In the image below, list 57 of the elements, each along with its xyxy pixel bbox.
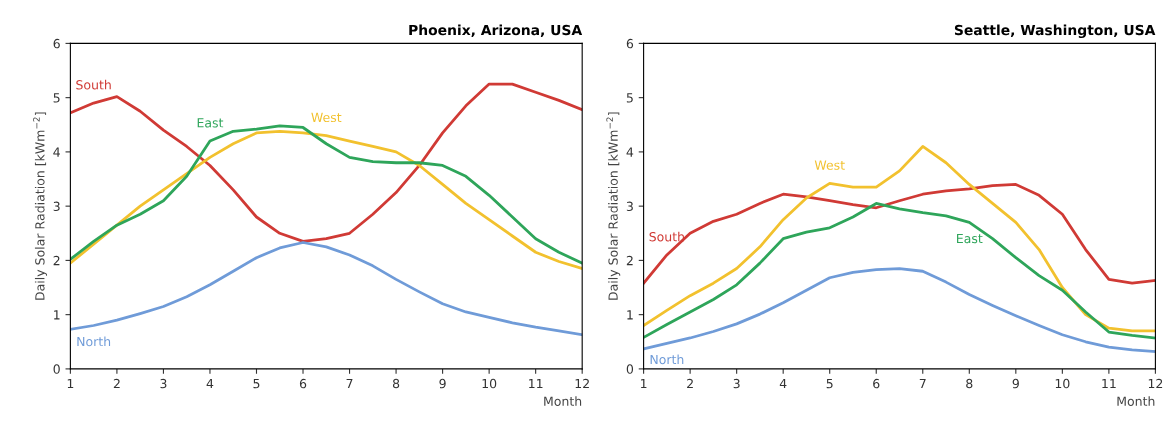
x-tick-label: 5 xyxy=(826,379,833,389)
x-tick-label: 4 xyxy=(206,379,214,389)
y-tick-label: 3 xyxy=(53,201,60,212)
x-tick-label: 7 xyxy=(919,379,926,389)
x-axis-title: Month xyxy=(1117,396,1155,406)
x-tick-label: 8 xyxy=(392,378,400,389)
x-tick-label: 6 xyxy=(299,378,307,389)
y-tick-label: 6 xyxy=(53,38,60,49)
series-label: West xyxy=(814,160,845,170)
chart-title: Seattle, Washington, USA xyxy=(954,24,1156,39)
x-tick-label: 2 xyxy=(113,378,120,389)
y-tick-label: 6 xyxy=(626,38,634,49)
y-tick-label: 4 xyxy=(626,147,634,157)
line-series xyxy=(70,241,583,337)
x-axis-title: Month xyxy=(544,396,582,406)
y-tick-label: 1 xyxy=(627,310,633,320)
x-tick-label: 9 xyxy=(439,378,446,389)
x-tick-label: 12 xyxy=(575,378,589,389)
x-tick-label: 7 xyxy=(346,379,353,389)
y-tick-label: 0 xyxy=(53,364,60,374)
x-tick-label: 2 xyxy=(687,378,693,389)
series-label: South xyxy=(649,231,684,242)
x-tick-label: 4 xyxy=(779,379,787,389)
x-tick-label: 6 xyxy=(873,378,880,389)
y-tick-label: 1 xyxy=(54,310,60,320)
line-series xyxy=(643,202,1156,340)
x-tick-label: 11 xyxy=(529,379,543,389)
line-series xyxy=(643,267,1156,353)
x-tick-label: 12 xyxy=(1148,378,1163,389)
x-tick-label: 10 xyxy=(482,378,497,389)
x-tick-label: 1 xyxy=(67,379,74,389)
series-label: South xyxy=(76,79,111,90)
line-series xyxy=(643,183,1156,285)
x-tick-label: 1 xyxy=(641,379,647,389)
y-tick-label: 5 xyxy=(626,93,633,103)
x-tick-label: 3 xyxy=(160,378,167,389)
x-tick-label: 10 xyxy=(1055,378,1070,389)
series-label: North xyxy=(650,354,684,365)
y-tick-label: 2 xyxy=(626,255,633,266)
line-series xyxy=(643,145,1156,333)
x-tick-label: 3 xyxy=(733,378,740,389)
series-label: West xyxy=(311,112,342,123)
x-tick-label: 9 xyxy=(1012,378,1019,389)
y-tick-label: 2 xyxy=(53,255,60,266)
y-axis-title: Daily Solar Radiation [kWm$^{−2}$] xyxy=(606,112,621,300)
series-label: East xyxy=(197,118,224,128)
x-tick-label: 11 xyxy=(1102,379,1116,389)
y-tick-label: 0 xyxy=(626,364,634,374)
y-tick-label: 5 xyxy=(53,93,60,103)
y-tick-label: 4 xyxy=(53,147,60,157)
y-axis-title: Daily Solar Radiation [kWm$^{−2}$] xyxy=(33,112,48,300)
series-label: North xyxy=(77,336,111,347)
y-tick-label: 3 xyxy=(626,201,633,212)
x-tick-label: 5 xyxy=(253,379,260,389)
x-tick-label: 8 xyxy=(966,378,973,389)
chart-title: Phoenix, Arizona, USA xyxy=(409,24,583,38)
series-label: East xyxy=(957,233,983,244)
